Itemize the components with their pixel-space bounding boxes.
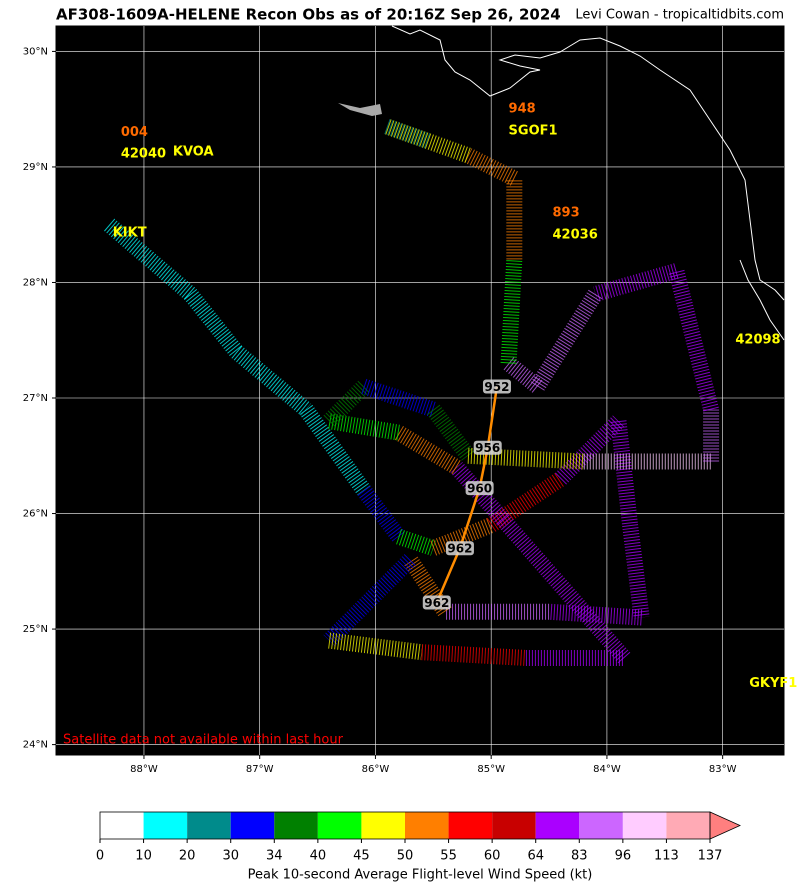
aircraft-icon [338,103,382,116]
grid [56,26,784,755]
central-pressure: 962 [447,542,472,556]
colorbar-label: Peak 10-second Average Flight-level Wind… [248,868,593,883]
fix-label-box [473,440,502,455]
colorbar-swatch [230,812,275,839]
wind-barb-band [323,380,370,427]
colorbar-tick-label: 45 [353,849,370,864]
colorbar-swatch [579,812,623,839]
wind-barb-band [496,514,631,664]
wind-barb-band [548,603,643,626]
y-tick-label: 29°N [23,162,48,173]
x-tick-label: 84°W [593,764,621,775]
wind-barb-band [467,447,585,470]
wind-barb-band [503,357,543,393]
colorbar-tick-label: 60 [484,849,501,864]
station-label: KIKT [113,225,147,240]
station-label: 004 [121,125,148,140]
colorbar-tick-label: 0 [96,849,104,864]
x-tick-label: 88°W [130,764,158,775]
colorbar-swatch [666,812,710,839]
wind-barb-band [231,345,312,416]
y-tick-label: 25°N [23,624,48,635]
x-tick-label: 86°W [362,764,390,775]
y-tick-label: 28°N [23,277,48,288]
x-tick-label: 87°W [246,764,274,775]
colorbar-tick-label: 20 [179,849,196,864]
colorbar-swatch [187,812,231,839]
central-pressure: 960 [467,482,492,496]
colorbar-tick-label: 34 [266,849,283,864]
wind-barb-band [394,425,461,475]
wind-barb-band [610,420,639,526]
track-layer: 952 956 960 962 962 004 42040 KVOA 948 SGOF1 893 42… [104,102,797,691]
colorbar-tick-label: 55 [440,849,457,864]
wind-barb-band [323,554,416,647]
y-tick-label: 30°N [23,46,48,57]
fix-label-box [465,481,494,496]
wind-barb-band [593,263,679,302]
x-tick-label: 85°W [477,764,505,775]
colorbar-tick-label: 137 [698,849,723,864]
colorbar-swatch [317,812,362,839]
wind-barb-band [622,524,650,619]
wind-barb-band [430,517,495,556]
wind-barb-band [384,118,431,149]
central-pressure: 952 [484,380,509,394]
y-tick-label: 26°N [23,509,48,520]
colorbar-swatch [100,812,144,839]
coastline [391,25,785,341]
fix-label-box [482,379,511,394]
wind-barb-band [361,378,436,418]
credit: Levi Cowan - tropicaltidbits.com [575,8,784,23]
colorbar-tick-label: 30 [222,849,239,864]
central-pressure: 962 [424,596,449,610]
wind-barb-band [328,632,423,661]
colorbar-swatch [535,812,580,839]
fix-label-box [445,541,474,556]
colorbar-tick-label: 64 [527,849,544,864]
wind-barb-band [486,472,566,532]
y-tick-label: 24°N [23,740,48,751]
wind-barb-band [396,529,436,556]
colorbar-extend [709,811,741,840]
station-label: 948 [509,102,536,117]
colorbar-tick-label: 83 [571,849,588,864]
station-label: 42040 [121,147,166,162]
colorbar-swatch [405,812,449,839]
colorbar-swatch [448,812,493,839]
station-label: SGOF1 [509,124,558,139]
chart-title: AF308-1609A-HELENE Recon Obs as of 20:16… [56,6,561,24]
station-label: 42036 [553,228,598,243]
colorbar-swatch [143,812,188,839]
station-label: GKYF1 [749,676,797,691]
satellite-note: Satellite data not available within last… [63,733,344,748]
map-background [55,25,785,756]
station-label: KVOA [173,144,214,159]
station-label: 893 [553,206,580,221]
station-label: 42098 [735,333,780,348]
colorbar-swatch [492,812,536,839]
colorbar-swatch [622,812,667,839]
colorbar-tick-label: 96 [615,849,632,864]
colorbar-tick-label: 113 [654,849,679,864]
wind-barb-band [530,289,603,391]
colorbar-tick-label: 40 [310,849,327,864]
fix-label-box [422,595,451,610]
y-tick-label: 27°N [23,393,48,404]
colorbar-tick-label: 50 [397,849,414,864]
x-tick-label: 83°W [709,764,737,775]
wind-barb-band [357,485,405,542]
wind-barb-band [184,289,243,357]
wind-barb-band [426,404,475,461]
colorbar-swatch [361,812,405,839]
colorbar-tick-label: 10 [135,849,152,864]
colorbar-swatch [274,812,318,839]
central-pressure: 956 [475,441,500,455]
